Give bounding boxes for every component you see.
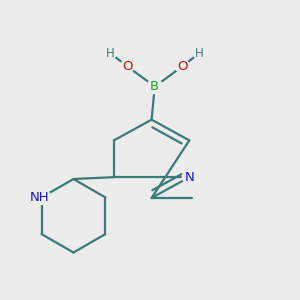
Ellipse shape	[182, 171, 196, 184]
Text: B: B	[150, 80, 159, 93]
Text: N: N	[184, 171, 194, 184]
Text: O: O	[177, 60, 188, 73]
Ellipse shape	[147, 80, 163, 94]
Ellipse shape	[175, 60, 189, 73]
Text: H: H	[194, 47, 203, 60]
Text: H: H	[106, 47, 115, 60]
Ellipse shape	[193, 48, 205, 59]
Ellipse shape	[32, 190, 51, 204]
Text: NH: NH	[30, 191, 50, 204]
Text: O: O	[122, 60, 133, 73]
Ellipse shape	[105, 48, 116, 59]
Ellipse shape	[120, 60, 134, 73]
